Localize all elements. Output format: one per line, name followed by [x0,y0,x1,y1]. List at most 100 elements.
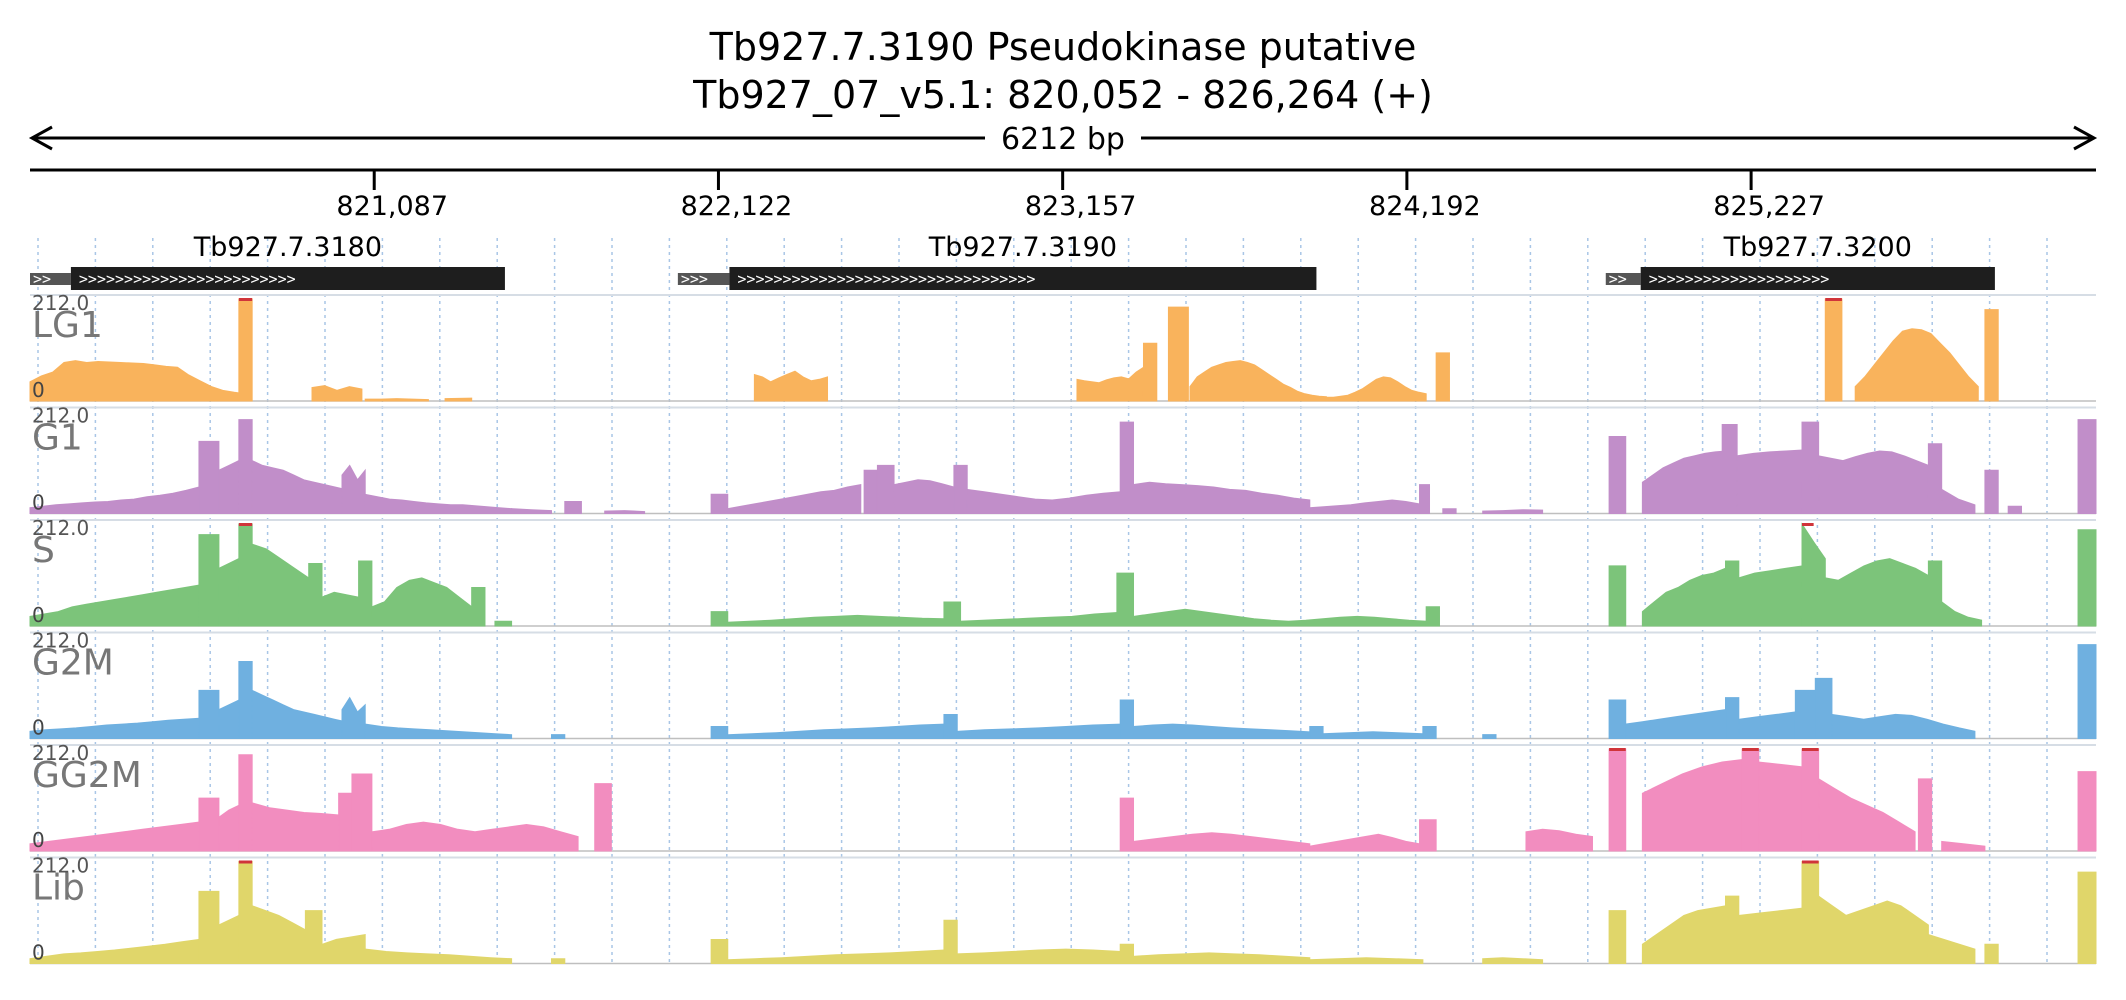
coverage-bar [321,934,366,964]
coverage-bar [876,464,895,514]
gene-utr [677,273,730,285]
coverage-bar [966,488,1121,514]
coverage-bar [1132,608,1427,627]
track-min-label: 0 [32,378,45,402]
coverage-bar [1758,761,1803,852]
coverage-bar [1738,907,1803,964]
coverage-bar [238,861,253,964]
coverage-bar [863,469,878,514]
coverage-bar [1854,328,1979,402]
track-min-label: 0 [32,603,45,627]
coverage-bar [251,802,340,852]
coverage-bar [1422,725,1437,739]
coverage-bar [1801,861,1820,964]
coverage-bar [2077,644,2097,739]
coverage-bar [1984,309,1999,402]
coverage-bar [1741,748,1760,852]
coverage-bar [1322,731,1424,739]
arrowhead-left-icon [28,125,53,151]
coverage-bar [1309,957,1424,964]
coverage-bar [1482,734,1497,739]
coverage-bar [1625,709,1726,739]
coverage-bar [238,661,253,739]
coverage-bar [1189,360,1327,402]
strand-arrows-icon: >>>>>>>>>>>>>>>>>>>>>>>> [79,270,296,288]
strand-arrows-icon: >>>>>>>>>>>>>>>>>>>> [1649,270,1830,288]
track-min-label: 0 [32,716,45,740]
axis-tick-label: 822,122 [681,191,793,222]
arrowhead-right-icon [2073,125,2098,151]
coverage-bar [1482,509,1544,514]
coverage-bar [727,949,945,964]
coverage-bar [1801,748,1820,852]
coverage-bar [251,689,346,739]
coverage-bar [1425,606,1440,627]
coverage-bar [710,611,729,627]
utr-arrows-icon: >>> [681,270,708,288]
coverage-bar [338,792,353,852]
track-max-label: 212.0 [32,516,89,540]
clip-marker [1801,748,1819,751]
coverage-bar [1142,342,1158,402]
strand-arrows-icon: >>>>>>>>>>>>>>>>>>>>>>>>>>>>>>>>> [737,270,1035,288]
coverage-bar [956,723,1121,739]
track-name: S [32,530,55,571]
coverage-bar [960,611,1118,627]
coverage-bar [1725,895,1740,964]
coverage-bar [943,601,962,627]
coverage-bar [1941,840,1986,852]
coverage-bar [1119,699,1135,739]
coverage-bar [444,397,473,402]
coverage-bar [550,958,566,964]
coverage-bar [1525,828,1594,852]
coverage-bar [1309,833,1421,852]
coverage-bar [1325,376,1427,402]
track-name: Lib [32,868,85,909]
page-title: Tb927.7.3190 Pseudokinase putative [709,25,1417,69]
coverage-bar [710,493,729,514]
coverage-bar [564,500,582,514]
coverage-bar [198,534,220,627]
coverage-bar [321,591,360,627]
coverage-bar [198,890,220,964]
coverage-bar [1831,713,1976,739]
span-length: 6212 bp [1001,122,1125,157]
track-max-label: 212.0 [32,741,89,765]
coverage-bar [218,914,240,964]
coverage-bar [1132,481,1311,514]
gene-model: >>>>>>>>>>>>>>>>>>>>>>>>>>Tb927.7.3180 [30,232,505,290]
coverage-bar [1824,298,1843,402]
coverage-bar [1435,352,1450,402]
clip-marker [1801,523,1814,526]
gene-label: Tb927.7.3180 [193,232,382,263]
coverage-bar [1132,952,1311,964]
coverage-bar [358,560,373,627]
clip-marker [1801,860,1819,864]
coverage-bar [1818,450,1929,514]
coverage-bar [1419,819,1437,852]
coverage-bar [218,459,240,514]
coverage-bar [218,699,240,739]
coverage-bar [251,459,346,514]
coverage-bar [1818,777,1916,852]
coverage-bar [1725,560,1740,627]
coverage-bar [238,419,253,514]
coverage-tracks: LG1212.00G1212.00S212.00G2M212.00GG2M212… [29,291,2097,965]
coverage-bar [1738,711,1796,739]
track-max-label: 212.0 [32,291,89,315]
axis-tick-label: 823,157 [1025,191,1137,222]
coverage-bar [2007,505,2022,514]
clip-marker [1609,748,1626,751]
gene-utr [30,273,71,285]
coverage-bar [1721,423,1738,514]
coverage-bar [471,587,486,627]
coverage-bar [1736,449,1803,514]
track-max-label: 212.0 [32,854,89,878]
coverage-bar [371,821,579,852]
coverage-bar [727,723,945,739]
coverage-bar [238,298,253,402]
